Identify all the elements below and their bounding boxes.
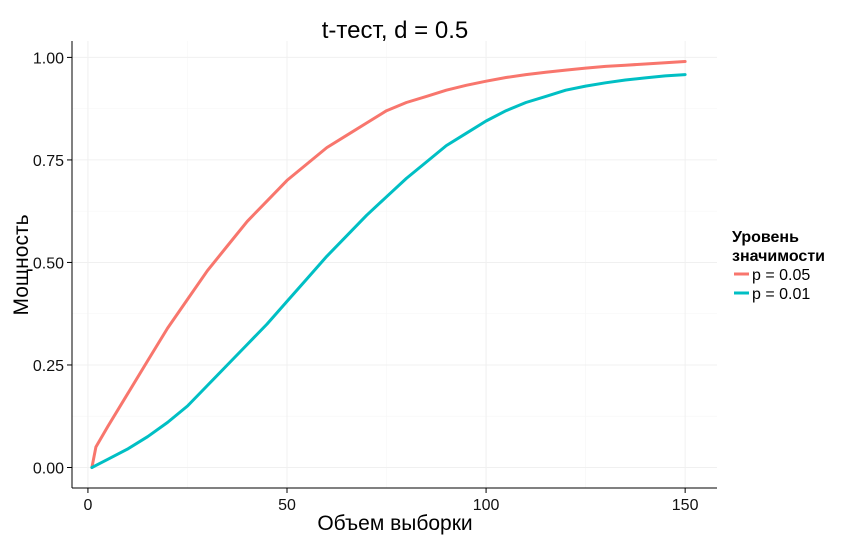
x-axis-title: Объем выборки <box>317 512 472 535</box>
series-lines <box>90 60 687 469</box>
y-tick-label: 0.75 <box>33 153 64 170</box>
legend-label-1: p = 0.05 <box>752 267 810 284</box>
y-tick-label: 0.00 <box>33 460 64 477</box>
y-axis-title: Мощность <box>10 214 33 315</box>
x-tick-label: 50 <box>278 497 296 514</box>
y-tick-label: 0.50 <box>33 255 64 272</box>
x-tick-label: 100 <box>473 497 500 514</box>
grid <box>72 41 717 488</box>
x-tick-label: 150 <box>672 497 699 514</box>
y-tick-label: 0.25 <box>33 358 64 375</box>
series-line-2 <box>90 73 687 469</box>
x-tick-label: 0 <box>83 497 92 514</box>
legend: Уровень значимости p = 0.05 p = 0.01 <box>732 229 825 303</box>
legend-title-line1: Уровень <box>732 229 799 246</box>
axes: 0 50 100 150 0.00 0.25 0.50 0.75 1.00 <box>33 41 717 514</box>
y-tick-label: 1.00 <box>33 50 64 67</box>
chart-title: t-тест, d = 0.5 <box>322 17 468 44</box>
legend-label-2: p = 0.01 <box>752 286 810 303</box>
series-line-1 <box>90 60 687 469</box>
legend-title-line2: значимости <box>732 248 825 265</box>
